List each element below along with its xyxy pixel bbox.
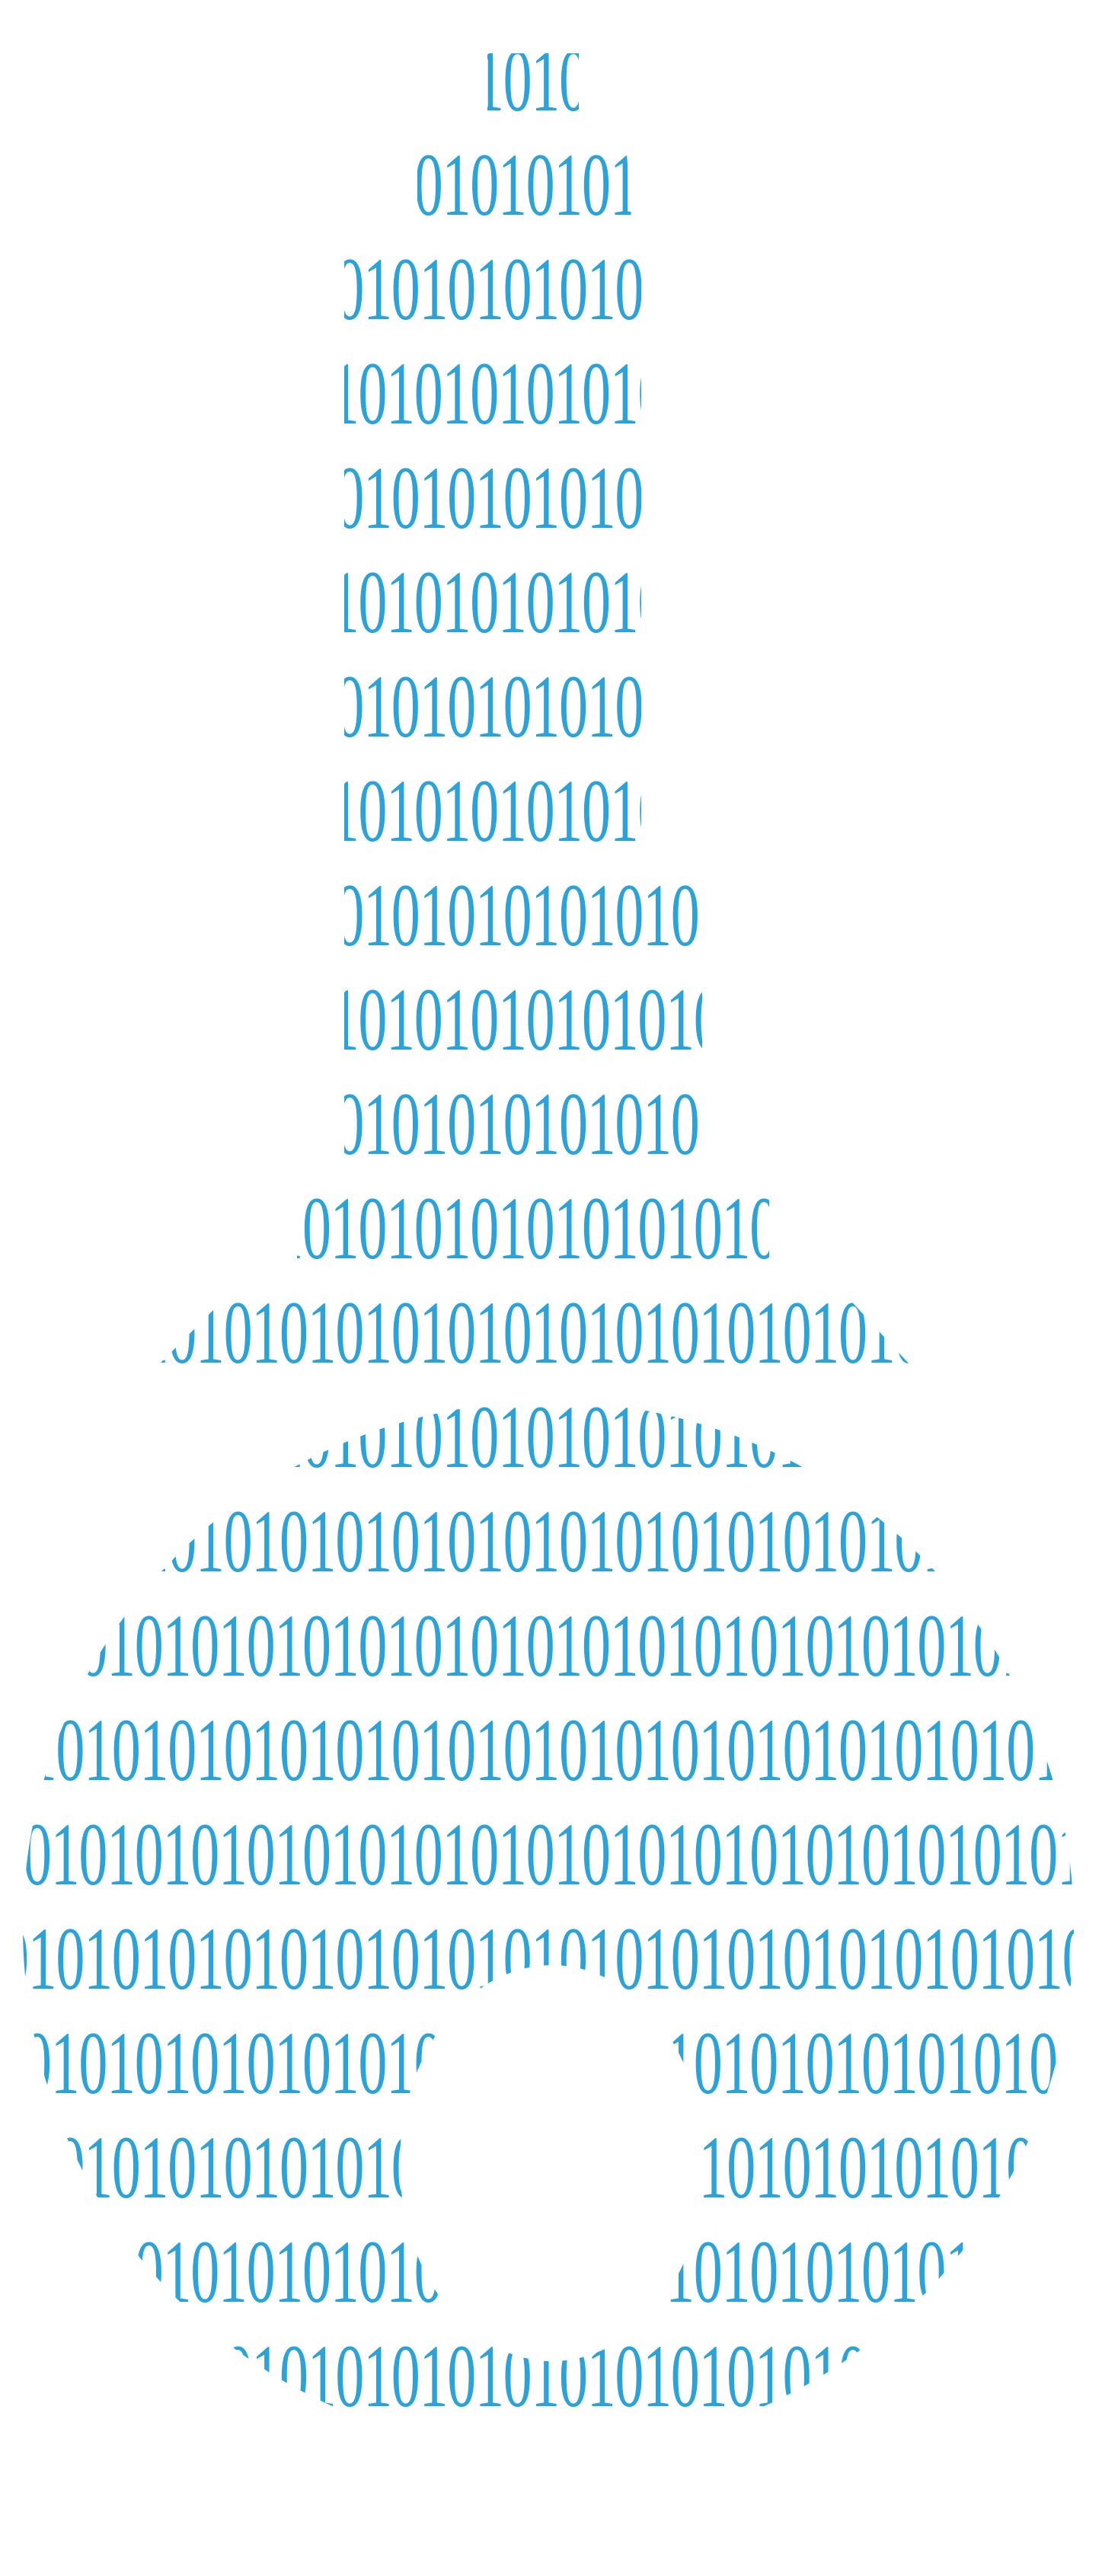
binary-row: 0101010101010101010101010101010101010101 bbox=[0, 239, 1118, 339]
binary-row: 0101010101010101010101010101010101010101 bbox=[0, 1700, 1118, 1800]
key-hole bbox=[400, 1965, 704, 2361]
binary-row: 0101010101010101010101010101010101010101 bbox=[0, 448, 1118, 548]
binary-row: 0101010101010101010101010101010101010101 bbox=[0, 1074, 1118, 1174]
binary-row: 0101010101010101010101010101010101010101 bbox=[23, 970, 1118, 1069]
binary-row: 0101010101010101010101010101010101010101 bbox=[0, 30, 1118, 130]
binary-row: 0101010101010101010101010101010101010101 bbox=[0, 657, 1118, 756]
binary-row: 0101010101010101010101010101010101010101 bbox=[23, 135, 1118, 235]
binary-row: 0101010101010101010101010101010101010101 bbox=[23, 552, 1118, 652]
binary-row: 0101010101010101010101010101010101010101 bbox=[0, 1283, 1118, 1382]
binary-row: 0101010101010101010101010101010101010101 bbox=[23, 344, 1118, 443]
binary-row: 0101010101010101010101010101010101010101 bbox=[0, 865, 1118, 965]
binary-row: 0101010101010101010101010101010101010101 bbox=[0, 1491, 1118, 1591]
binary-row: 0101010101010101010101010101010101010101 bbox=[23, 761, 1118, 861]
binary-row: 0101010101010101010101010101010101010101 bbox=[23, 1804, 1118, 1904]
binary-row: 0101010101010101010101010101010101010101 bbox=[23, 1596, 1118, 1695]
binary-row: 0101010101010101010101010101010101010101 bbox=[23, 1178, 1118, 1278]
binary-row: 0101010101010101010101010101010101010101 bbox=[23, 1387, 1118, 1487]
